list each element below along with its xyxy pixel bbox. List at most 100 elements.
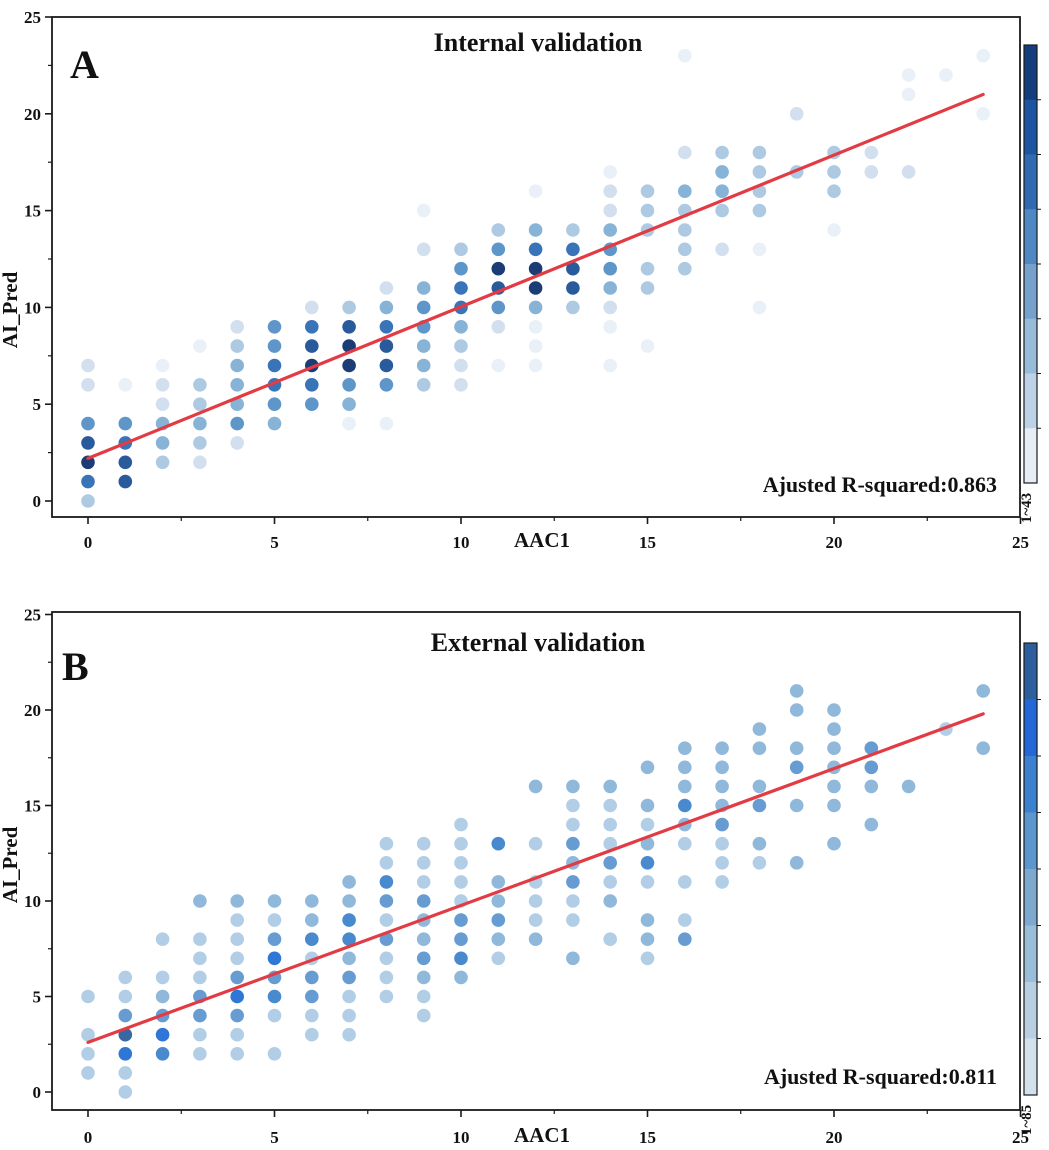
panel-a-ylabel: AI_Pred	[0, 271, 22, 348]
data-point	[193, 436, 207, 450]
data-point	[267, 416, 282, 431]
data-point	[715, 165, 729, 179]
panel-a-xlabel: AAC1	[514, 528, 570, 552]
data-point	[379, 913, 394, 927]
data-point	[827, 184, 841, 198]
data-point	[118, 970, 133, 985]
data-point	[342, 1027, 356, 1042]
colorbar-band	[1024, 869, 1037, 926]
data-point	[416, 836, 431, 851]
data-point	[81, 1027, 95, 1042]
data-point	[155, 1027, 170, 1042]
data-point	[267, 358, 282, 373]
panel-b: 0 5 10 15 20 25 0 5 10 15 20 25 B External validati…	[0, 606, 1041, 1148]
data-point	[81, 1047, 95, 1061]
data-point	[379, 970, 394, 985]
data-point	[640, 798, 655, 813]
data-point	[566, 242, 580, 257]
data-point	[193, 970, 207, 985]
data-point	[416, 932, 431, 946]
panel-a-axes: 0 5 10 15 20 25 0 5 10 15 20 25	[24, 8, 1029, 552]
data-point	[566, 913, 580, 927]
y-tick-label: 20	[24, 105, 41, 124]
data-point	[454, 281, 468, 295]
data-point	[454, 320, 468, 334]
panel-a-rsquared: Ajusted R-squared:0.863	[763, 472, 997, 497]
data-point	[715, 184, 729, 198]
data-point	[454, 970, 468, 985]
data-point	[305, 894, 319, 908]
data-point	[193, 894, 207, 908]
data-point	[230, 989, 244, 1004]
data-point	[267, 894, 282, 908]
panel-a: 0 5 10 15 20 25 0 5 10 15 20 25 A Internal validati…	[0, 8, 1041, 552]
data-point	[305, 989, 319, 1004]
y-tick-label: 5	[33, 988, 42, 1007]
data-point	[678, 184, 692, 198]
data-point	[566, 281, 580, 295]
panel-b-fit-line	[86, 712, 985, 1044]
data-point	[827, 779, 841, 794]
y-tick-label: 20	[24, 701, 41, 720]
data-point	[827, 722, 841, 736]
colorbar-band	[1024, 699, 1037, 757]
data-point	[640, 951, 655, 966]
data-point	[715, 817, 729, 832]
x-tick-label: 10	[453, 533, 470, 552]
data-point	[603, 261, 617, 276]
data-point	[379, 378, 394, 392]
data-point	[230, 358, 244, 373]
data-point	[603, 300, 617, 315]
data-point	[305, 300, 319, 315]
data-point	[342, 970, 356, 985]
panel-b-axes: 0 5 10 15 20 25 0 5 10 15 20 25	[24, 606, 1029, 1148]
data-point	[528, 320, 543, 334]
data-point	[491, 320, 506, 334]
data-point	[305, 932, 319, 946]
colorbar-band	[1024, 264, 1037, 320]
data-point	[715, 856, 729, 870]
data-point	[267, 1047, 282, 1061]
data-point	[230, 913, 244, 927]
data-point	[416, 203, 431, 218]
data-point	[491, 894, 506, 908]
data-point	[603, 932, 617, 946]
data-point	[230, 416, 244, 431]
data-point	[454, 875, 468, 889]
data-point	[118, 1008, 133, 1023]
data-point	[528, 223, 543, 237]
data-point	[640, 817, 655, 832]
colorbar-band	[1024, 812, 1037, 870]
data-point	[678, 932, 692, 946]
data-point	[193, 416, 207, 431]
data-point	[491, 932, 506, 946]
data-point	[640, 261, 655, 276]
colorbar-band	[1024, 45, 1037, 101]
data-point	[379, 951, 394, 966]
data-point	[342, 378, 356, 392]
data-point	[528, 300, 543, 315]
data-point	[827, 223, 841, 237]
colorbar-band	[1024, 318, 1037, 374]
data-point	[566, 836, 580, 851]
data-point	[678, 760, 692, 775]
data-point	[81, 474, 95, 489]
data-point	[155, 1047, 170, 1061]
data-point	[603, 358, 617, 373]
data-point	[566, 894, 580, 908]
y-tick-label: 10	[24, 892, 41, 911]
data-point	[678, 798, 692, 813]
data-point	[118, 474, 133, 489]
data-point	[454, 339, 468, 353]
data-point	[827, 798, 841, 813]
data-point	[81, 494, 95, 508]
x-tick-label: 10	[453, 1128, 470, 1147]
data-point	[528, 261, 543, 276]
data-point	[491, 242, 506, 257]
data-point	[454, 836, 468, 851]
data-point	[342, 358, 356, 373]
y-tick-label: 5	[33, 395, 42, 414]
x-tick-label: 25	[1012, 1128, 1029, 1147]
data-point	[528, 339, 543, 353]
